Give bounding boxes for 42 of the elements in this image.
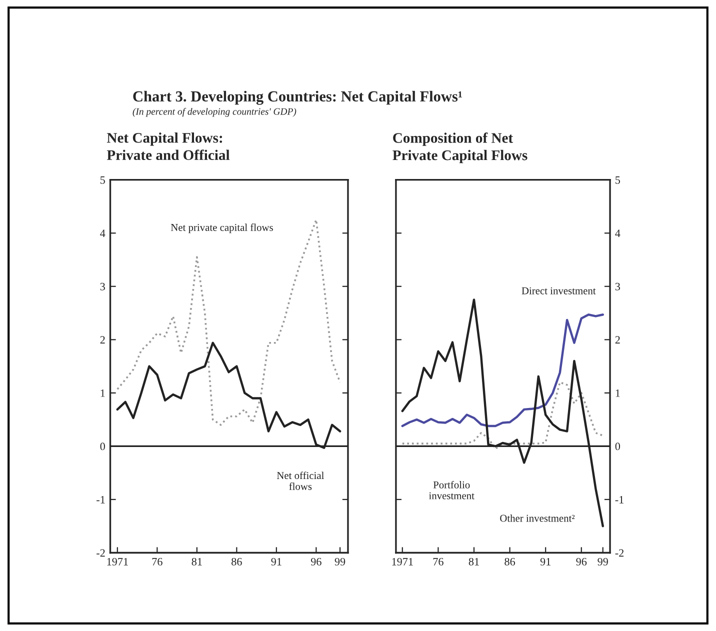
y-tick-label: 3 (100, 282, 105, 290)
annotation: Other investment² (500, 514, 575, 522)
y-tick-label: 2 (100, 336, 105, 344)
line-series (116, 218, 341, 426)
text: Net Capital Flows: Private and Official (106, 132, 230, 160)
y-tick-label: -1 (96, 496, 105, 504)
y-tick-label: 5 (616, 176, 620, 184)
y-tick-label: -1 (615, 496, 624, 504)
annotation: Net official flows (276, 472, 324, 490)
x-tick-label: 99 (334, 558, 346, 566)
y-tick-label: 4 (615, 230, 620, 237)
x-tick-label: 81 (468, 558, 479, 566)
x-tick-label: 76 (152, 558, 162, 566)
y-tick-label: 0 (615, 442, 620, 450)
line-series (401, 314, 604, 428)
text: Composition of Net Private Capital Flows (392, 132, 528, 164)
x-tick-label: 86 (504, 558, 516, 566)
x-tick-label: 96 (310, 558, 322, 566)
x-tick-label: 1971 (392, 558, 413, 566)
x-tick-label: 76 (433, 558, 444, 566)
x-tick-label: 91 (271, 558, 282, 566)
y-tick-label: 4 (100, 230, 106, 237)
y-tick-label: 5 (100, 176, 105, 184)
y-tick-label: 3 (615, 282, 620, 290)
annotation: Direct investment (522, 287, 596, 294)
y-tick-label: 0 (100, 442, 105, 450)
y-tick-label: -2 (615, 549, 624, 557)
x-tick-label: 96 (576, 558, 587, 566)
y-tick-label: 1 (100, 389, 105, 397)
annotation: Portfolio investment (428, 480, 474, 500)
y-tick-label: -2 (96, 549, 105, 557)
chart-title: Chart 3. Developing Countries: Net Capital Flows¹ (133, 90, 462, 105)
y-tick-label: 2 (615, 336, 620, 344)
x-tick-label: 1971 (107, 558, 128, 566)
x-tick-label: 81 (192, 558, 202, 566)
x-tick-label: 86 (232, 558, 242, 566)
chart-subtitle: (In percent of developing countries' GDP) (132, 108, 296, 117)
annotation: Net private capital flows (170, 224, 273, 234)
line-series (401, 381, 604, 450)
x-tick-label: 99 (598, 558, 608, 566)
y-tick-label: 1 (616, 389, 620, 397)
x-tick-label: 91 (540, 558, 550, 566)
